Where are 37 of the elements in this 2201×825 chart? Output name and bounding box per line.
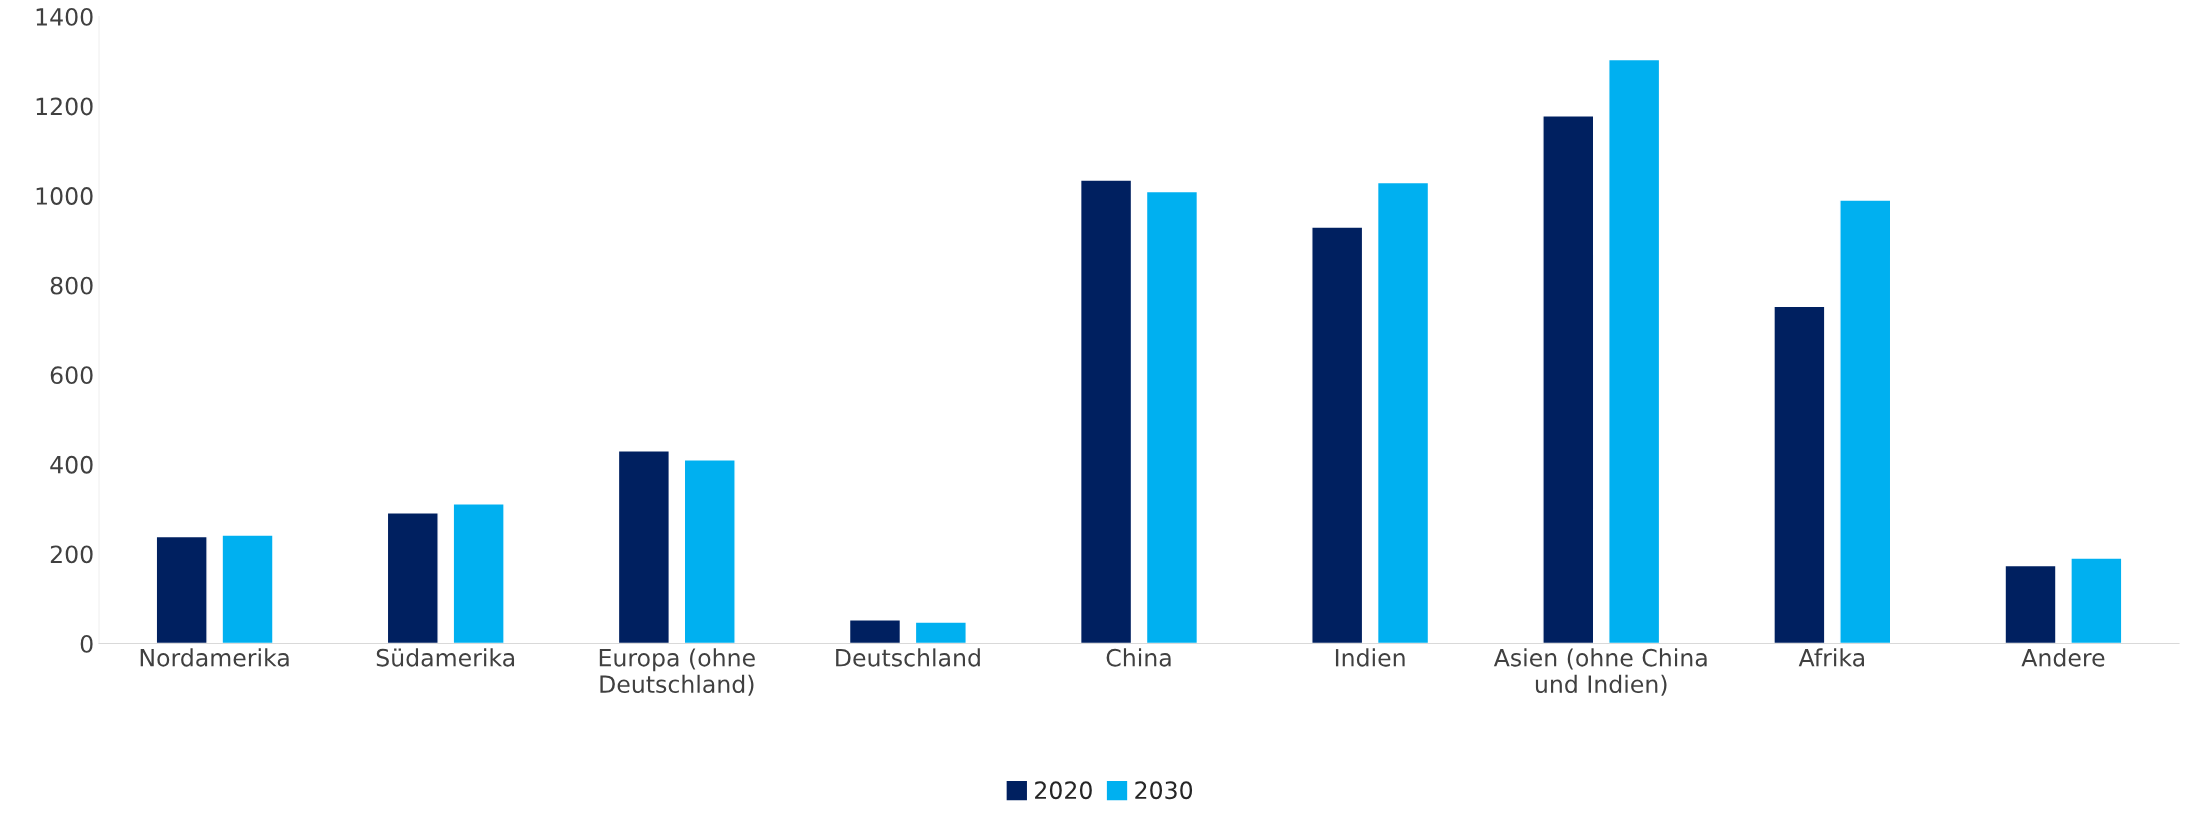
x-tick-label: Indien [1335, 648, 1405, 667]
legend-label: 2030 [1135, 781, 1193, 800]
bar [914, 621, 967, 644]
bar [1839, 199, 1892, 644]
legend-label: 2020 [1035, 781, 1092, 800]
x-tick-label: Nordamerika [140, 648, 289, 667]
x-tick-label: Südamerika [376, 648, 515, 667]
bar [848, 619, 902, 644]
bar [1773, 305, 1826, 644]
x-tick-label: Europa (ohne Deutschland) [599, 648, 755, 696]
y-tick-label: 1400 [36, 7, 93, 26]
bar [1079, 179, 1133, 644]
x-tick-label: Afrika [1798, 648, 1864, 667]
bar [1311, 226, 1364, 644]
y-tick-label: 600 [50, 366, 93, 385]
x-tick-label: Andere [2021, 648, 2105, 667]
bar [683, 459, 736, 644]
bar [1542, 115, 1595, 644]
x-tick-label: Deutschland [836, 648, 980, 667]
bar [2004, 564, 2057, 644]
y-tick-label: 1000 [36, 187, 93, 205]
bar [1145, 190, 1199, 644]
bar [452, 503, 505, 644]
bar [1608, 58, 1661, 644]
y-tick-label: 400 [50, 455, 93, 474]
bar [155, 535, 208, 644]
bar [1376, 181, 1430, 644]
bar [617, 450, 670, 644]
bar [386, 512, 439, 644]
x-tick-label: China [1106, 648, 1171, 667]
bar [2070, 557, 2123, 644]
y-tick-label: 1200 [36, 97, 93, 116]
y-tick-label: 200 [50, 545, 93, 564]
y-tick-label: 800 [50, 276, 93, 295]
y-tick-label: 0 [80, 634, 93, 653]
bar [221, 534, 274, 644]
x-tick-label: Asien (ohne China und Indien) [1493, 648, 1707, 696]
